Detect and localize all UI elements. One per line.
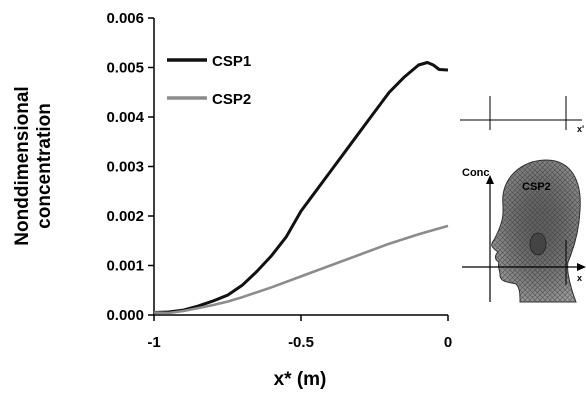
y-tick-label: 0.006: [106, 10, 144, 27]
x-ticks: -1 -0.5 0: [147, 315, 452, 351]
y-tick-label: 0.004: [106, 109, 144, 126]
series-line-csp1: [153, 61, 449, 314]
legend-label-csp1: CSP1: [212, 53, 251, 70]
y-axis-title-line2: concentration: [34, 103, 55, 229]
series-line-csp2: [153, 224, 449, 315]
x-tick-label: 0: [444, 334, 452, 351]
y-ticks: 0.000 0.001 0.002 0.003 0.004 0.005 0.006: [106, 10, 154, 324]
y-tick-label: 0.000: [106, 307, 144, 324]
legend: CSP1 CSP2: [167, 53, 251, 108]
y-tick-label: 0.002: [106, 208, 144, 225]
y-axis-title-line1: Nonddimensional: [12, 86, 33, 245]
y-tick-label: 0.003: [106, 159, 144, 176]
inset-illustration: x' Conc CSP2 x: [460, 96, 586, 303]
ear-icon: [529, 232, 547, 256]
series-lines: [153, 61, 449, 315]
y-tick-label: 0.001: [106, 258, 144, 275]
legend-label-csp2: CSP2: [212, 91, 251, 108]
x-tick-label: -0.5: [288, 334, 314, 351]
y-tick-label: 0.005: [106, 60, 144, 77]
inset-conc-arrow-icon: [486, 175, 494, 184]
inset-top-axis-letter: x': [577, 124, 584, 134]
x-axis-title: x* (m): [274, 369, 327, 390]
inset-x-axis-letter: x: [577, 273, 582, 283]
inset-csp2-label: CSP2: [522, 181, 551, 193]
x-tick-label: -1: [147, 334, 160, 351]
inset-x-arrow-icon: [577, 263, 586, 271]
inset-conc-label: Conc: [462, 167, 490, 179]
plot-area: 0.000 0.001 0.002 0.003 0.004 0.005 0.006 -1 -0…: [106, 10, 452, 351]
